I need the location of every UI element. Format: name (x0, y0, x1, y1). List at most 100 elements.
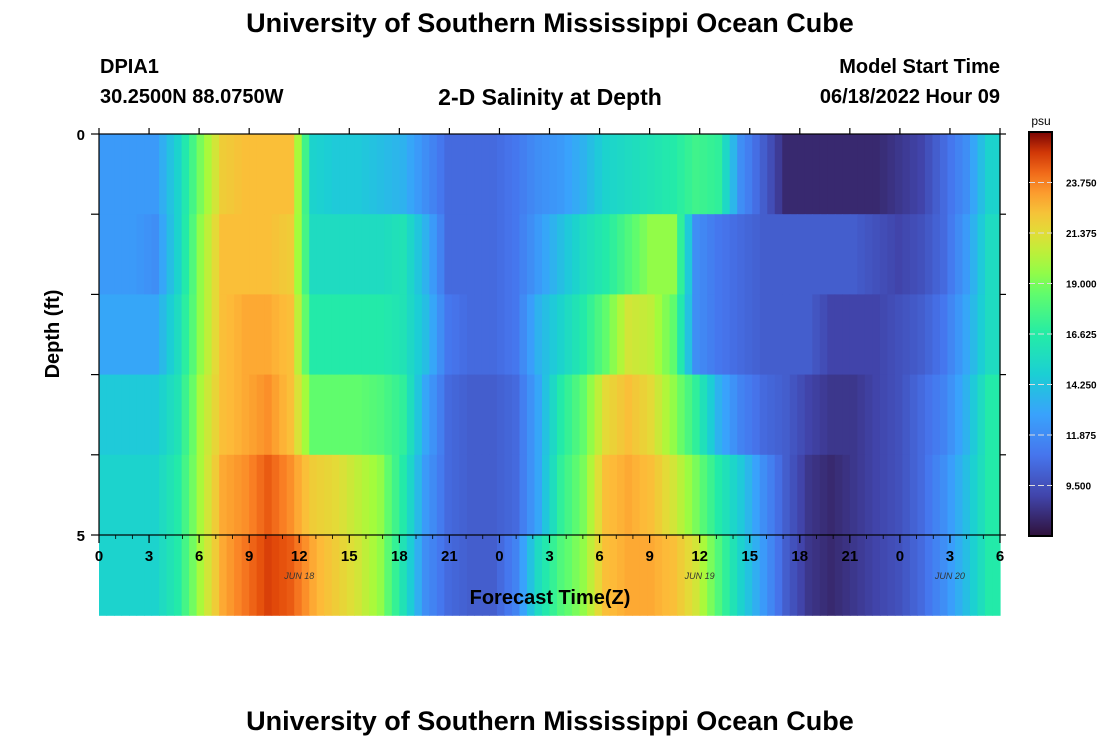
heatmap-cell (587, 535, 596, 616)
heatmap-cell (692, 294, 701, 376)
heatmap-cell (879, 535, 888, 616)
heatmap-cell (451, 535, 460, 616)
heatmap-cell (834, 454, 843, 536)
heatmap-cell (121, 535, 130, 616)
heatmap-cell (534, 535, 543, 616)
model-start-time: 06/18/2022 Hour 09 (819, 86, 1000, 108)
heatmap-cell (391, 454, 400, 536)
heatmap-cell (549, 134, 558, 215)
heatmap-cell (602, 454, 611, 536)
heatmap-cell (106, 535, 115, 616)
heatmap-cell (924, 454, 934, 536)
heatmap-cell (939, 374, 949, 456)
heatmap-cell (414, 535, 423, 616)
heatmap-cell (782, 214, 791, 295)
heatmap-cell (992, 374, 1001, 456)
heatmap-cell (459, 134, 468, 215)
heatmap-cell (204, 214, 213, 295)
heatmap-cell (136, 374, 145, 456)
heatmap-cell (812, 454, 821, 536)
heatmap-cell (391, 374, 400, 456)
heatmap-cell (166, 535, 175, 616)
x-tick-label: 6 (595, 548, 603, 565)
heatmap-cell (707, 134, 716, 215)
heatmap-cell (346, 294, 355, 376)
x-axis-label: Forecast Time(Z) (470, 587, 631, 609)
heatmap-cell (984, 134, 994, 215)
heatmap-cell (572, 535, 581, 616)
x-tick-label: 3 (145, 548, 153, 565)
heatmap-cell (256, 294, 265, 376)
colorbar-tick-label: 9.500 (1066, 482, 1091, 493)
heatmap-cell (759, 535, 768, 616)
heatmap-cell (849, 294, 858, 376)
heatmap-cell (632, 214, 641, 295)
heatmap-cell (857, 454, 866, 536)
heatmap-cell (759, 374, 768, 456)
heatmap-cell (947, 134, 956, 215)
x-tick-label: 0 (95, 548, 103, 565)
heatmap-cell (496, 454, 506, 536)
heatmap-cell (939, 214, 949, 295)
heatmap-cell (181, 134, 190, 215)
heatmap-cell (219, 454, 228, 536)
heatmap-cell (496, 374, 506, 456)
heatmap-cell (166, 214, 175, 295)
heatmap-cell (151, 374, 160, 456)
heatmap-cell (541, 374, 551, 456)
heatmap-cell (219, 294, 228, 376)
heatmap-cell (316, 214, 325, 295)
heatmap-cell (159, 535, 168, 616)
heatmap-cell (541, 214, 551, 295)
heatmap-cell (286, 454, 295, 536)
heatmap-cell (151, 454, 160, 536)
heatmap-cell (992, 134, 1001, 215)
page-title: University of Southern Mississippi Ocean… (246, 8, 854, 38)
heatmap-cell (324, 454, 333, 536)
heatmap-cell (737, 294, 746, 376)
heatmap-cell (211, 535, 220, 616)
heatmap-cell (767, 134, 776, 215)
heatmap-cell (849, 134, 858, 215)
heatmap-cell (789, 134, 798, 215)
heatmap-cell (301, 214, 310, 295)
heatmap-cell (632, 535, 641, 616)
heatmap-cell (632, 294, 641, 376)
heatmap-cell (406, 134, 415, 215)
heatmap-cell (602, 535, 611, 616)
heatmap-cell (587, 294, 596, 376)
heatmap-cell (234, 454, 243, 536)
heatmap-cell (429, 214, 438, 295)
heatmap-cell (654, 454, 663, 536)
heatmap-cell (136, 134, 145, 215)
heatmap-cell (466, 134, 476, 215)
heatmap-cell (279, 374, 288, 456)
heatmap-cell (797, 454, 806, 536)
heatmap-cell (309, 535, 318, 616)
heatmap-cell (166, 374, 175, 456)
heatmap-cell (827, 134, 836, 215)
heatmap-cell (872, 454, 881, 536)
heatmap-cell (984, 535, 994, 616)
heatmap-cell (594, 214, 603, 295)
x-tick-label: 3 (946, 548, 954, 565)
heatmap-cell (864, 294, 873, 376)
heatmap-cell (264, 454, 273, 536)
heatmap-cell (331, 535, 340, 616)
heatmap-cell (917, 134, 926, 215)
heatmap-cell (954, 535, 964, 616)
heatmap-cell (692, 214, 701, 295)
heatmap-cell (474, 535, 483, 616)
heatmap-cell (504, 535, 513, 616)
x-tick-label: 0 (495, 548, 503, 565)
heatmap-cell (842, 294, 851, 376)
heatmap-cell (451, 134, 460, 215)
heatmap-cell (511, 454, 521, 536)
heatmap-cell (406, 454, 415, 536)
heatmap-cell (474, 454, 483, 536)
x-tick-label: 12 (691, 548, 708, 565)
heatmap-cell (714, 535, 723, 616)
heatmap-cell (879, 454, 888, 536)
heatmap-cell (294, 294, 303, 376)
